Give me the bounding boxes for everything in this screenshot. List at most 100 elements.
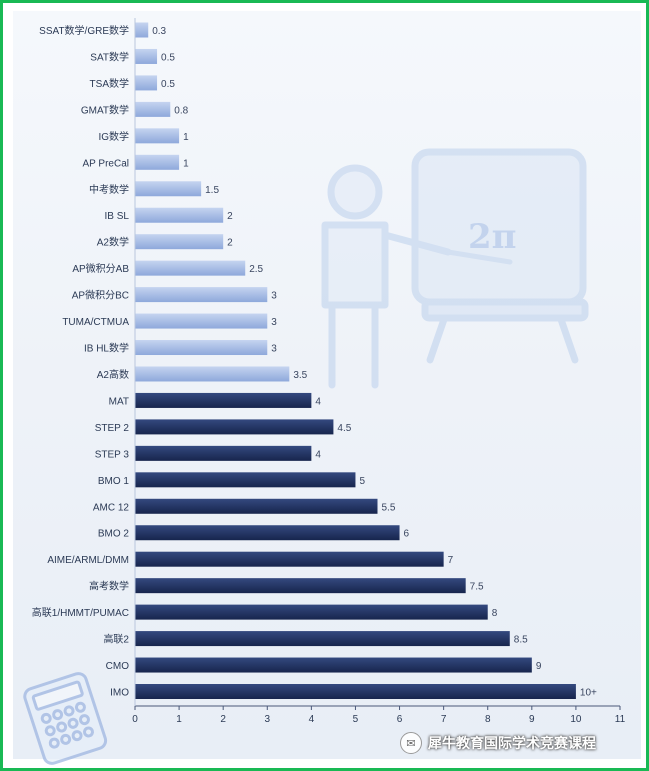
value-label: 7.5 bbox=[470, 582, 484, 593]
value-label: 8 bbox=[492, 608, 498, 619]
category-label: AP PreCal bbox=[82, 158, 129, 169]
bars-layer: SSAT数学/GRE数学 0.3 SAT数学 0.5 TSA数学 0.5 GMAT数学 0.8… bbox=[32, 22, 597, 699]
category-label: AP微积分BC bbox=[72, 289, 129, 302]
category-label: A2数学 bbox=[97, 236, 129, 249]
category-label: AIME/ARML/DMM bbox=[47, 555, 129, 566]
watermark: ✉ 犀牛教育国际学术竞赛课程 bbox=[400, 731, 596, 755]
category-label: TSA数学 bbox=[90, 77, 129, 90]
value-label: 3 bbox=[271, 317, 277, 328]
bar-12 bbox=[135, 313, 268, 329]
bar-25 bbox=[135, 657, 532, 673]
value-label: 3.5 bbox=[293, 370, 307, 381]
value-label: 8.5 bbox=[514, 635, 528, 646]
category-label: AMC 12 bbox=[93, 502, 130, 513]
value-label: 10+ bbox=[580, 688, 597, 699]
value-label: 0.3 bbox=[152, 26, 166, 37]
x-tick-label: 11 bbox=[615, 714, 626, 725]
bar-24 bbox=[135, 631, 510, 647]
value-label: 5 bbox=[359, 476, 365, 487]
value-label: 7 bbox=[448, 555, 454, 566]
category-label: AP微积分AB bbox=[72, 262, 129, 275]
x-tick-label: 4 bbox=[309, 714, 315, 725]
bar-15 bbox=[135, 392, 312, 408]
category-label: IB HL数学 bbox=[84, 342, 129, 355]
value-label: 3 bbox=[271, 344, 277, 355]
x-tick-label: 9 bbox=[529, 714, 535, 725]
bar-14 bbox=[135, 366, 290, 382]
bar-5 bbox=[135, 128, 180, 144]
x-tick-label: 5 bbox=[353, 714, 359, 725]
bar-19 bbox=[135, 498, 378, 514]
value-label: 9 bbox=[536, 661, 542, 672]
category-label: TUMA/CTMUA bbox=[62, 317, 129, 328]
bar-7 bbox=[135, 181, 202, 197]
value-label: 1 bbox=[183, 158, 189, 169]
x-tick-label: 10 bbox=[570, 714, 582, 725]
category-label: CMO bbox=[106, 661, 130, 672]
bar-18 bbox=[135, 472, 356, 488]
value-label: 1 bbox=[183, 132, 189, 143]
teacher-illustration bbox=[321, 148, 589, 389]
x-tick-label: 7 bbox=[441, 714, 447, 725]
x-tick-label: 3 bbox=[264, 714, 270, 725]
category-label: STEP 2 bbox=[95, 423, 130, 434]
x-tick-label: 1 bbox=[176, 714, 182, 725]
calculator-icon bbox=[23, 672, 108, 765]
x-axis: 0 1 2 3 4 5 6 7 8 9 10 11 bbox=[132, 18, 626, 725]
value-label: 4.5 bbox=[337, 423, 351, 434]
category-label: GMAT数学 bbox=[81, 103, 129, 116]
category-label: BMO 1 bbox=[98, 476, 130, 487]
bar-6 bbox=[135, 154, 180, 170]
bar-16 bbox=[135, 419, 334, 435]
value-label: 2 bbox=[227, 211, 233, 222]
category-label: A2高数 bbox=[97, 368, 129, 381]
bar-3 bbox=[135, 75, 158, 91]
category-label: 高考数学 bbox=[89, 580, 129, 593]
bar-2 bbox=[135, 48, 158, 64]
bar-22 bbox=[135, 578, 466, 594]
x-tick-label: 6 bbox=[397, 714, 403, 725]
value-label: 6 bbox=[404, 529, 410, 540]
category-label: IG数学 bbox=[98, 130, 129, 143]
bar-21 bbox=[135, 551, 444, 567]
category-label: 高联1/HMMT/PUMAC bbox=[32, 606, 129, 619]
category-label: MAT bbox=[109, 396, 129, 407]
x-tick-label: 8 bbox=[485, 714, 491, 725]
bar-20 bbox=[135, 525, 400, 541]
bar-4 bbox=[135, 101, 171, 117]
category-label: IMO bbox=[110, 688, 129, 699]
category-label: SSAT数学/GRE数学 bbox=[39, 24, 129, 37]
bar-23 bbox=[135, 604, 488, 620]
bar-1 bbox=[135, 22, 149, 38]
value-label: 0.8 bbox=[174, 105, 188, 116]
bar-9 bbox=[135, 234, 224, 250]
category-label: IB SL bbox=[105, 211, 130, 222]
bar-26 bbox=[135, 684, 576, 699]
watermark-text: 犀牛教育国际学术竞赛课程 bbox=[428, 735, 596, 751]
bar-10 bbox=[135, 260, 246, 276]
value-label: 4 bbox=[315, 449, 321, 460]
wechat-icon: ✉ bbox=[400, 732, 422, 754]
value-label: 0.5 bbox=[161, 52, 175, 63]
value-label: 2 bbox=[227, 238, 233, 249]
value-label: 0.5 bbox=[161, 79, 175, 90]
x-tick-label: 2 bbox=[220, 714, 226, 725]
pi-icon: 2π bbox=[468, 217, 517, 257]
category-label: SAT数学 bbox=[90, 50, 129, 63]
bar-17 bbox=[135, 445, 312, 461]
category-label: 中考数学 bbox=[89, 183, 129, 196]
value-label: 1.5 bbox=[205, 185, 219, 196]
bar-11 bbox=[135, 287, 268, 303]
category-label: STEP 3 bbox=[95, 449, 130, 460]
svg-text:2π: 2π bbox=[468, 217, 517, 257]
x-tick-label: 0 bbox=[132, 714, 138, 725]
bar-13 bbox=[135, 340, 268, 356]
value-label: 4 bbox=[315, 396, 321, 407]
value-label: 3 bbox=[271, 291, 277, 302]
bar-8 bbox=[135, 207, 224, 223]
value-label: 2.5 bbox=[249, 264, 263, 275]
value-label: 5.5 bbox=[382, 502, 396, 513]
category-label: 高联2 bbox=[103, 633, 129, 646]
category-label: BMO 2 bbox=[98, 529, 130, 540]
